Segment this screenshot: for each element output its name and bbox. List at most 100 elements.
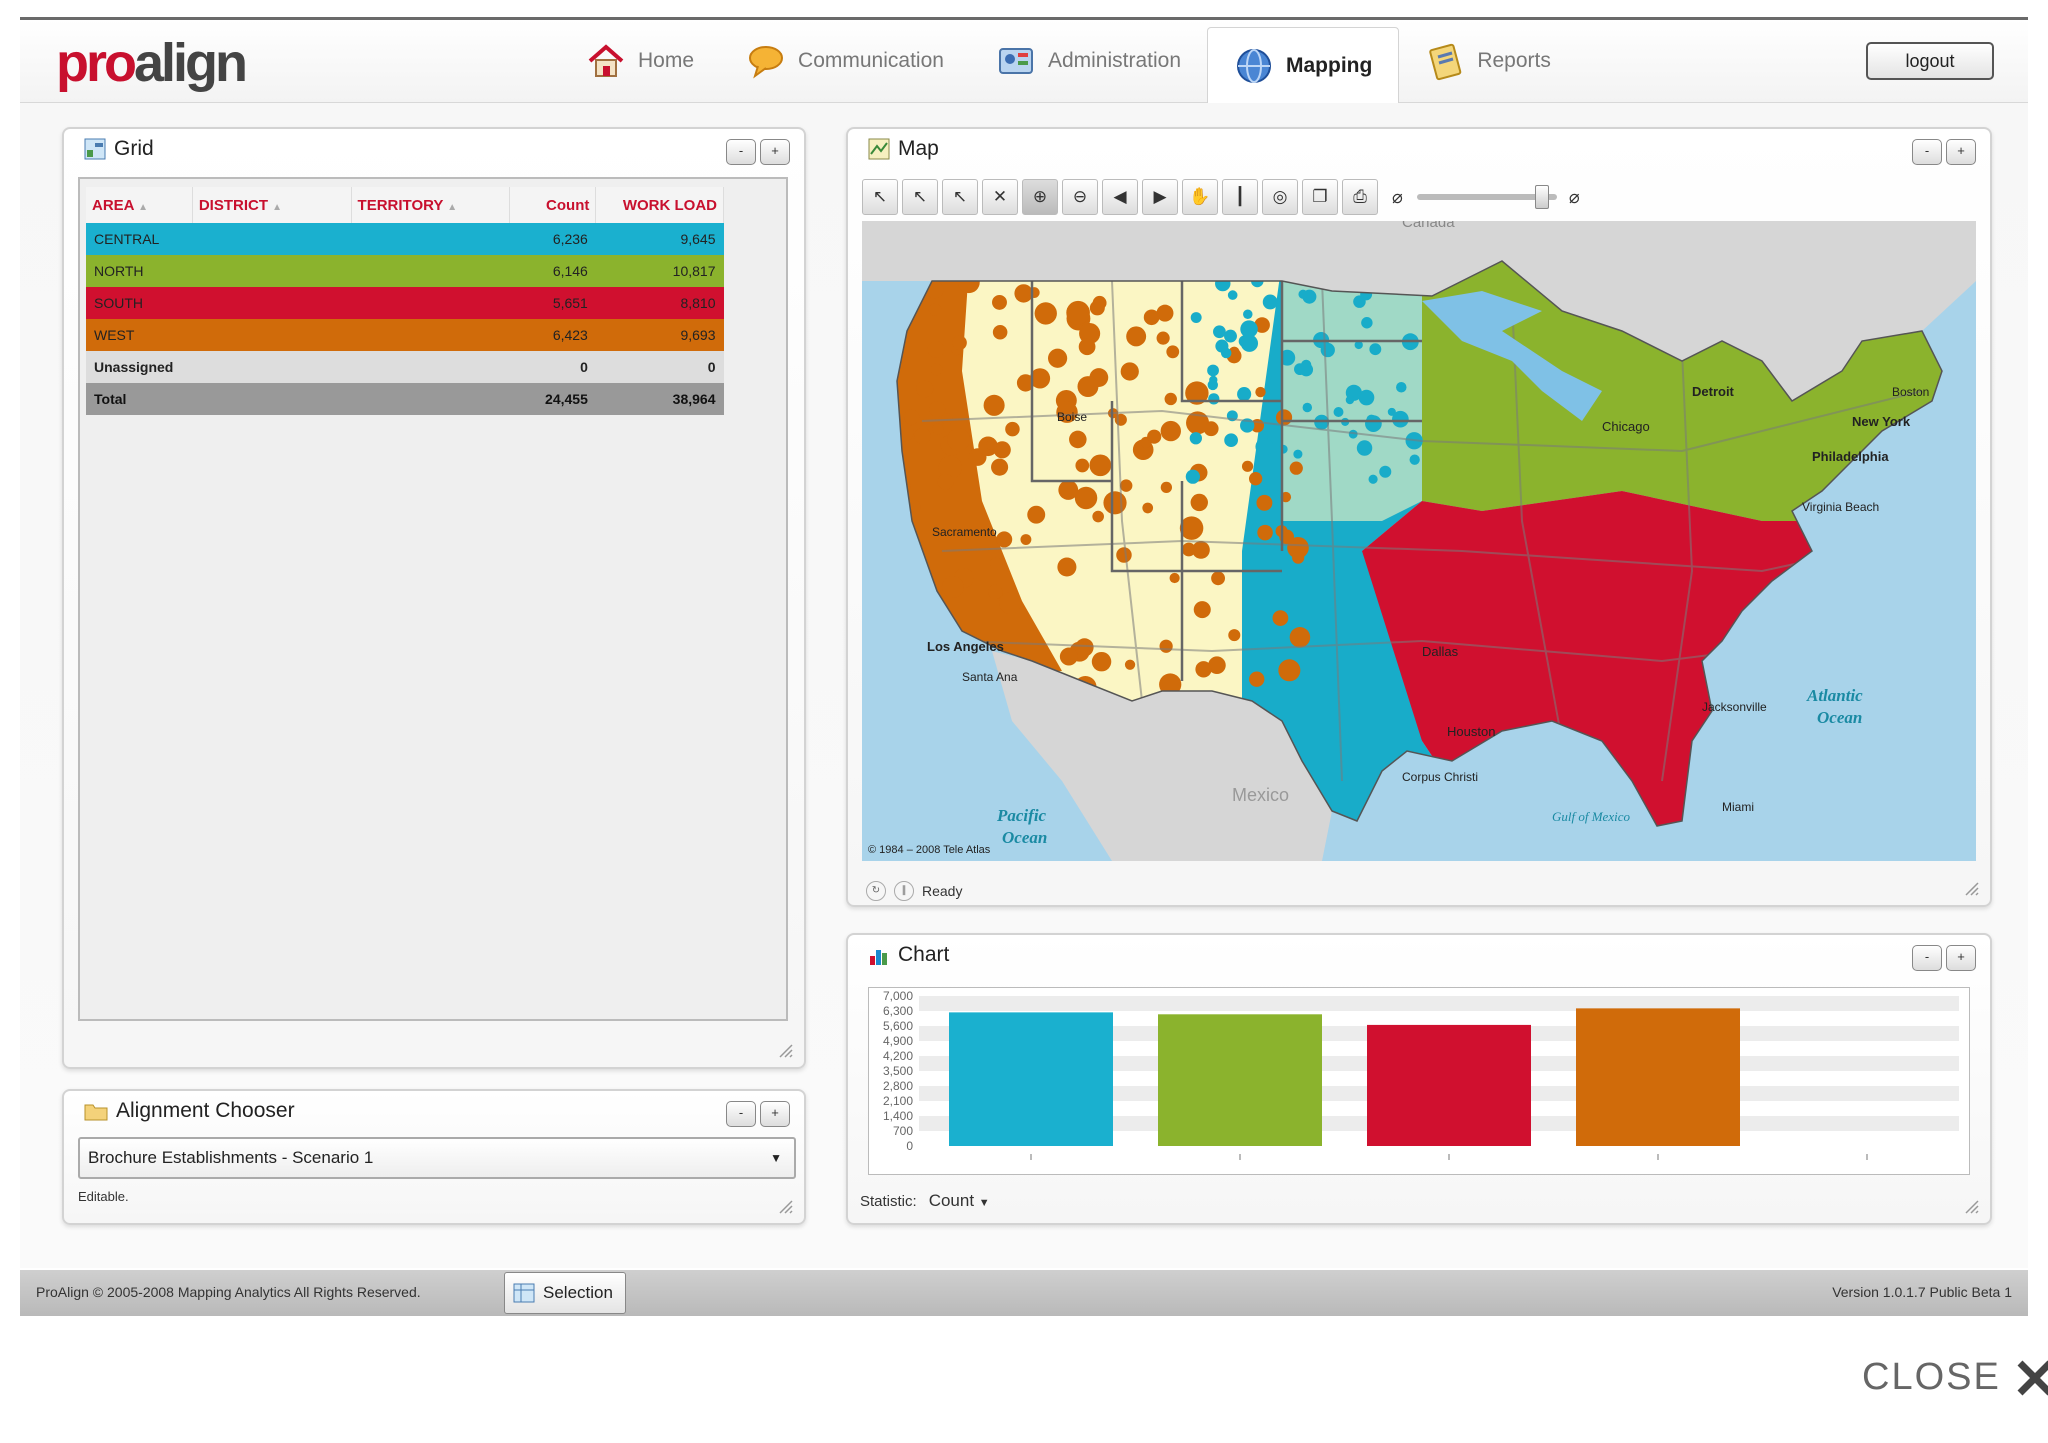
- map-label-houston: Houston: [1447, 724, 1495, 739]
- zoom-slider-knob[interactable]: [1534, 185, 1549, 209]
- location-dot: [1257, 524, 1273, 541]
- map-label-los-angeles: Los Angeles: [927, 639, 1004, 654]
- table-row[interactable]: NORTH 6,146 10,817: [86, 255, 724, 287]
- location-dot: [941, 576, 964, 598]
- column-header-count[interactable]: Count: [509, 187, 597, 223]
- zoom-slider[interactable]: [1416, 185, 1557, 209]
- table-row-unassigned[interactable]: Unassigned 0 0: [86, 351, 724, 383]
- territory-map[interactable]: Canada Mexico Pacific Ocean Atlantic Oce…: [862, 221, 1976, 861]
- logout-button[interactable]: logout: [1866, 42, 1994, 80]
- refresh-icon[interactable]: ↻: [866, 881, 886, 901]
- cell-territory: [351, 383, 510, 415]
- minimize-button[interactable]: -: [726, 1101, 756, 1127]
- cell-count: 6,236: [552, 231, 588, 247]
- cell-count: 24,455: [509, 383, 596, 415]
- back-icon[interactable]: ◀: [1102, 179, 1138, 215]
- cell-area: Total: [86, 383, 193, 415]
- column-header-territory[interactable]: TERRITORY ▲: [351, 187, 511, 223]
- close-button[interactable]: CLOSE: [1862, 1356, 2048, 1399]
- proalign-logo[interactable]: proalign: [56, 33, 248, 93]
- y-tick-label: 700: [893, 1124, 913, 1138]
- location-dot: [1240, 334, 1259, 352]
- zoom-out-small-icon[interactable]: ⌀: [1392, 186, 1403, 207]
- statistic-dropdown[interactable]: Count ▼: [928, 1191, 990, 1210]
- resize-grip-icon[interactable]: [1962, 1197, 1980, 1215]
- location-dot: [1287, 536, 1309, 559]
- location-dot: [1333, 407, 1344, 417]
- highway-line: [1111, 280, 1143, 702]
- highway-line: [921, 390, 1923, 453]
- column-header-district[interactable]: DISTRICT ▲: [192, 187, 352, 223]
- table-row[interactable]: SOUTH 5,651 8,810: [86, 287, 724, 319]
- y-tick-label: 4,900: [883, 1034, 913, 1048]
- location-dot: [1358, 389, 1375, 406]
- maximize-button[interactable]: +: [1946, 139, 1976, 165]
- state-border: [1180, 281, 1282, 403]
- column-header-workload[interactable]: WORK LOAD: [595, 187, 724, 223]
- location-dot: [1147, 429, 1162, 444]
- resize-grip-icon[interactable]: [776, 1197, 794, 1215]
- minimize-button[interactable]: -: [1912, 139, 1942, 165]
- nav-administration-label: Administration: [1047, 49, 1181, 72]
- map-label-atlantic: Atlantic: [1806, 686, 1863, 705]
- y-tick-label: 4,200: [883, 1049, 913, 1063]
- location-dot: [1020, 534, 1032, 545]
- cell-count: 6,146: [552, 263, 588, 279]
- print-icon[interactable]: ⎙: [1342, 179, 1378, 215]
- map-label-pacific-2: Ocean: [1002, 828, 1047, 847]
- nav-reports[interactable]: Reports: [1399, 20, 1577, 102]
- bar-central[interactable]: [949, 1012, 1113, 1146]
- select-rectangle-tool-icon[interactable]: ↖: [862, 179, 898, 215]
- location-dot: [1369, 343, 1382, 356]
- location-dot: [1289, 627, 1311, 648]
- table-row[interactable]: CENTRAL 6,236 9,645: [86, 223, 724, 255]
- minimize-button[interactable]: -: [1912, 945, 1942, 971]
- y-tick-label: 5,600: [883, 1019, 913, 1033]
- pause-icon[interactable]: ∥: [894, 881, 914, 901]
- location-dot: [1164, 392, 1177, 406]
- maximize-button[interactable]: +: [760, 1101, 790, 1127]
- forward-icon[interactable]: ▶: [1142, 179, 1178, 215]
- maximize-button[interactable]: +: [1946, 945, 1976, 971]
- location-dot: [1028, 287, 1040, 298]
- select-circle-tool-icon[interactable]: ↖: [902, 179, 938, 215]
- center-target-icon[interactable]: ◎: [1262, 179, 1298, 215]
- pan-hand-icon[interactable]: ✋: [1182, 179, 1218, 215]
- zoom-in-small-icon[interactable]: ⌀: [1568, 186, 1580, 207]
- map-label-detroit: Detroit: [1692, 384, 1735, 399]
- maximize-button[interactable]: +: [760, 139, 790, 165]
- measure-icon[interactable]: ┃: [1222, 179, 1258, 215]
- column-header-area[interactable]: AREA ▲: [86, 187, 193, 223]
- alignment-select[interactable]: Brochure Establishments - Scenario 1 ▼: [78, 1137, 796, 1179]
- bar-west[interactable]: [1576, 1008, 1740, 1146]
- resize-grip-icon[interactable]: [776, 1041, 794, 1059]
- nav-reports-label: Reports: [1477, 49, 1551, 72]
- layers-icon[interactable]: ❐: [1302, 179, 1338, 215]
- grid-table: AREA ▲ DISTRICT ▲ TERRITORY ▲ Count WORK…: [86, 187, 724, 415]
- table-row[interactable]: WEST 6,423 9,693: [86, 319, 724, 351]
- location-dot: [1124, 659, 1136, 670]
- location-dot: [1379, 465, 1392, 478]
- bar-north[interactable]: [1158, 1014, 1322, 1146]
- map-label-new-york: New York: [1852, 414, 1911, 429]
- resize-grip-icon[interactable]: [1962, 879, 1980, 897]
- location-dot: [1142, 502, 1154, 514]
- zoom-out-icon[interactable]: ⊖: [1062, 179, 1098, 215]
- location-dot: [1166, 345, 1180, 359]
- nav-administration[interactable]: Administration: [970, 20, 1207, 102]
- nav-mapping[interactable]: Mapping: [1207, 27, 1400, 104]
- location-dot: [1156, 304, 1174, 322]
- location-dot: [1293, 449, 1303, 459]
- nav-communication[interactable]: Communication: [720, 20, 970, 102]
- zoom-in-icon[interactable]: ⊕: [1022, 179, 1058, 215]
- nav-home[interactable]: Home: [560, 20, 720, 102]
- map-label-boston: Boston: [1892, 385, 1929, 399]
- minimize-button[interactable]: -: [726, 139, 756, 165]
- select-polygon-tool-icon[interactable]: ↖: [942, 179, 978, 215]
- location-dot: [1120, 362, 1139, 381]
- clear-selection-icon[interactable]: ✕: [982, 179, 1018, 215]
- location-dot: [1396, 382, 1407, 393]
- nav-communication-label: Communication: [798, 49, 944, 72]
- bar-south[interactable]: [1367, 1024, 1531, 1146]
- selection-button[interactable]: Selection: [504, 1272, 626, 1314]
